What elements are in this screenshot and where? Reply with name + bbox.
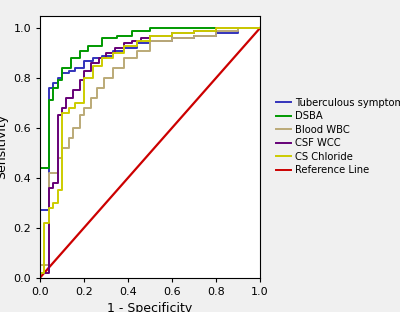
X-axis label: 1 - Specificity: 1 - Specificity	[107, 302, 193, 312]
Legend: Tuberculous symptoms, DSBA, Blood WBC, CSF WCC, CS Chloride, Reference Line: Tuberculous symptoms, DSBA, Blood WBC, C…	[272, 94, 400, 179]
Y-axis label: Sensitivity: Sensitivity	[0, 114, 8, 179]
